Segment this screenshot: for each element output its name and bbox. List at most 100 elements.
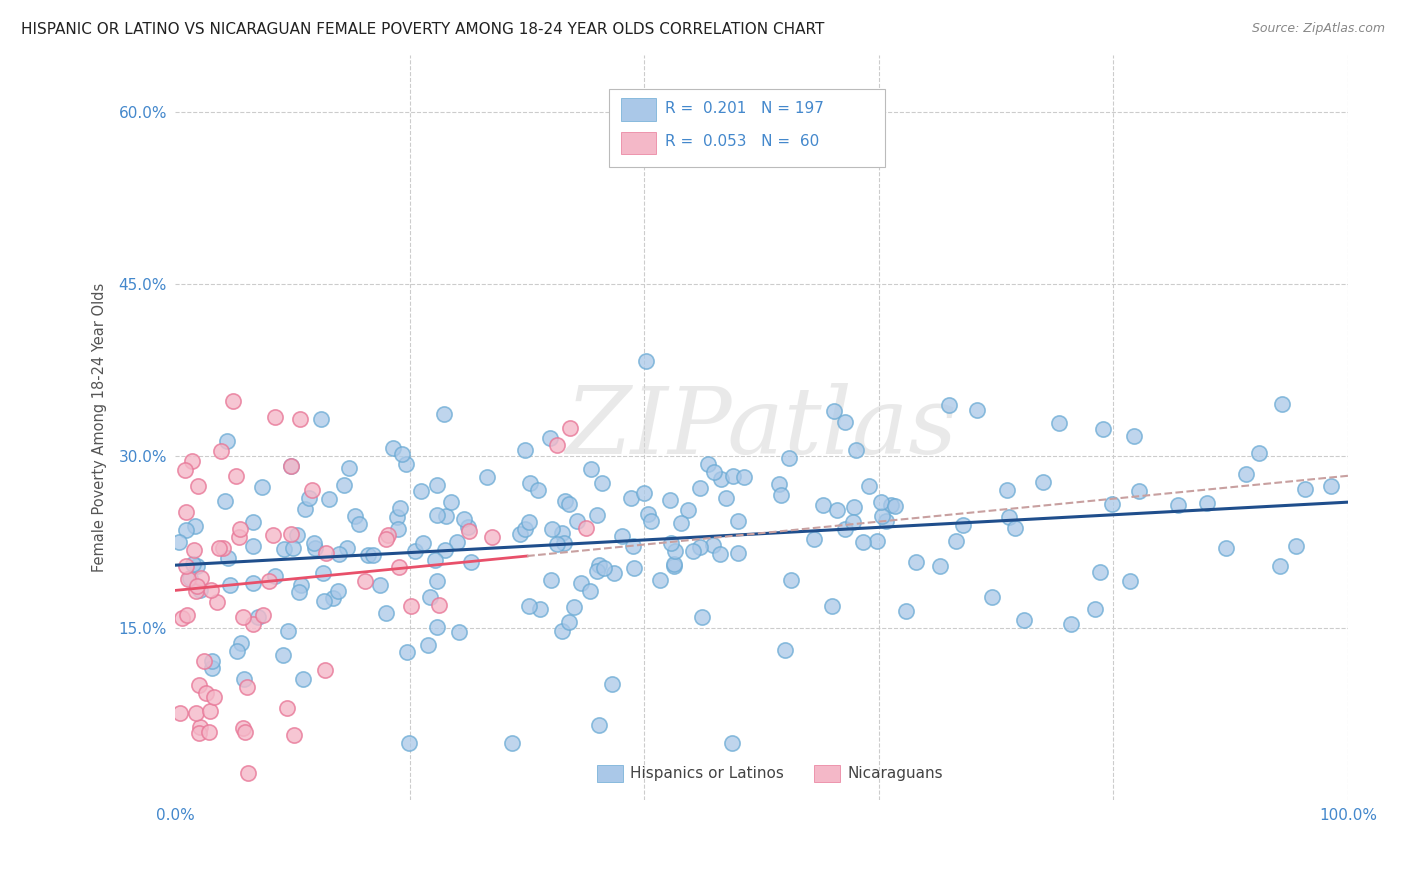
Point [600, 677, 623, 691]
Point [280, 527, 302, 541]
Point [177, 572, 200, 586]
FancyBboxPatch shape [621, 98, 657, 120]
Point [288, 585, 311, 599]
Point [702, 538, 724, 552]
Point [188, 582, 211, 597]
Point [540, 522, 562, 536]
Point [671, 516, 693, 530]
Point [180, 454, 202, 468]
Point [458, 524, 481, 538]
Point [186, 558, 208, 573]
Point [1101, 497, 1123, 511]
Point [457, 520, 479, 534]
Point [271, 648, 294, 662]
Point [1271, 397, 1294, 411]
Point [280, 459, 302, 474]
Point [219, 578, 242, 592]
Point [179, 571, 201, 585]
Point [280, 458, 302, 473]
Point [232, 672, 254, 686]
Point [565, 514, 588, 528]
Point [173, 463, 195, 477]
Point [558, 421, 581, 435]
Point [517, 515, 540, 529]
Point [285, 528, 308, 542]
Point [429, 598, 451, 612]
Point [259, 574, 281, 588]
Point [697, 457, 720, 471]
Point [200, 582, 222, 597]
Point [301, 483, 323, 497]
Point [242, 515, 264, 529]
Point [447, 625, 470, 640]
Point [1128, 484, 1150, 499]
Point [374, 607, 396, 621]
Point [557, 615, 579, 629]
Point [318, 491, 340, 506]
Point [283, 728, 305, 742]
Point [190, 570, 212, 584]
Point [187, 478, 209, 492]
Point [634, 354, 657, 368]
Point [540, 573, 562, 587]
Point [354, 574, 377, 589]
Point [827, 502, 849, 516]
Point [1320, 479, 1343, 493]
Point [197, 725, 219, 739]
FancyBboxPatch shape [814, 765, 841, 781]
Point [714, 491, 737, 505]
Point [1004, 521, 1026, 535]
Point [347, 517, 370, 532]
Point [650, 574, 672, 588]
Point [834, 522, 856, 536]
Point [187, 678, 209, 692]
Point [453, 512, 475, 526]
Point [519, 599, 541, 614]
Point [211, 541, 233, 555]
Point [404, 543, 426, 558]
Point [769, 488, 792, 502]
Point [709, 547, 731, 561]
Point [1060, 616, 1083, 631]
Point [1123, 429, 1146, 443]
Point [221, 394, 243, 409]
Point [419, 590, 441, 604]
Point [966, 403, 988, 417]
Point [703, 465, 725, 479]
Point [610, 529, 633, 543]
Point [875, 514, 897, 528]
Point [432, 407, 454, 421]
Point [198, 704, 221, 718]
Point [446, 534, 468, 549]
Point [425, 508, 447, 522]
Point [852, 534, 875, 549]
Point [1088, 566, 1111, 580]
Point [202, 690, 225, 704]
Point [551, 624, 574, 639]
Point [409, 483, 432, 498]
Point [426, 619, 449, 633]
Point [399, 599, 422, 614]
Y-axis label: Female Poverty Among 18-24 Year Olds: Female Poverty Among 18-24 Year Olds [93, 283, 107, 573]
Point [440, 495, 463, 509]
Point [205, 594, 228, 608]
Point [294, 502, 316, 516]
Point [551, 525, 574, 540]
Point [434, 509, 457, 524]
Point [288, 411, 311, 425]
Point [326, 584, 349, 599]
Point [1294, 483, 1316, 497]
Point [844, 500, 866, 514]
Point [526, 483, 548, 497]
Point [174, 505, 197, 519]
Point [529, 602, 551, 616]
Point [1092, 421, 1115, 435]
Point [344, 508, 367, 523]
Point [1031, 475, 1053, 489]
Point [637, 507, 659, 521]
Point [779, 574, 801, 588]
Point [620, 491, 643, 505]
Point [998, 510, 1021, 524]
Point [416, 638, 439, 652]
Point [588, 558, 610, 572]
